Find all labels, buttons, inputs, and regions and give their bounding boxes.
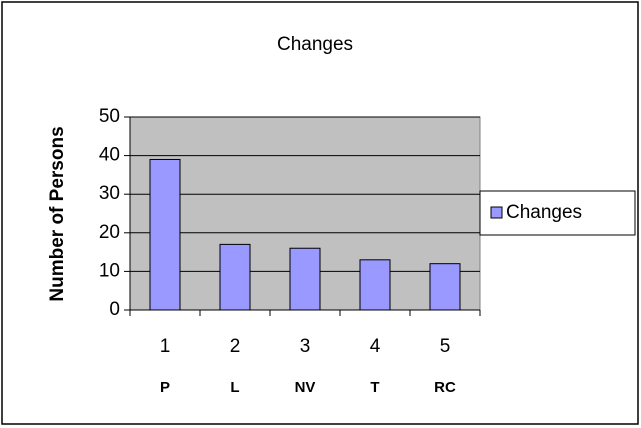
y-tick-label: 50 [99,106,120,127]
x-tick-label: 3 [300,336,311,357]
legend-box [479,190,636,236]
y-tick-label: 10 [99,260,120,281]
bar [289,247,321,311]
bar [149,158,181,311]
y-tick-label: 30 [99,183,120,204]
y-tick-label: 20 [99,222,120,243]
bar [429,263,461,311]
bar [359,259,391,311]
y-tick-label: 40 [99,145,120,166]
legend-swatch [490,206,503,219]
x-tick-label: 4 [370,336,381,357]
x-sub-label: P [160,379,170,396]
x-sub-label: NV [295,379,316,396]
bar [219,243,251,311]
y-axis-label: Number of Persons [47,126,68,301]
x-tick-label: 1 [160,336,171,357]
x-sub-label: T [370,379,379,396]
x-sub-label: RC [434,379,456,396]
legend-label: Changes [506,202,582,223]
y-tick-label: 0 [109,299,120,320]
x-sub-label: L [230,379,239,396]
x-tick-label: 5 [440,336,451,357]
chart-title: Changes [277,34,353,55]
x-tick-label: 2 [230,336,241,357]
